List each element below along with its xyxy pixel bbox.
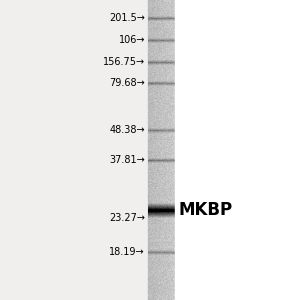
Text: 48.38→: 48.38→ [110, 125, 145, 135]
Bar [175, 0, 300, 300]
Text: 18.19→: 18.19→ [110, 247, 145, 257]
Text: 201.5→: 201.5→ [109, 13, 145, 23]
Text: 156.75→: 156.75→ [103, 57, 145, 67]
Text: 23.27→: 23.27→ [109, 213, 145, 223]
Bar [0, 0, 180, 300]
Text: 79.68→: 79.68→ [109, 78, 145, 88]
Text: 106→: 106→ [118, 35, 145, 45]
Bar [148, 0, 175, 300]
Text: 37.81→: 37.81→ [109, 155, 145, 165]
Text: MKBP: MKBP [179, 201, 233, 219]
